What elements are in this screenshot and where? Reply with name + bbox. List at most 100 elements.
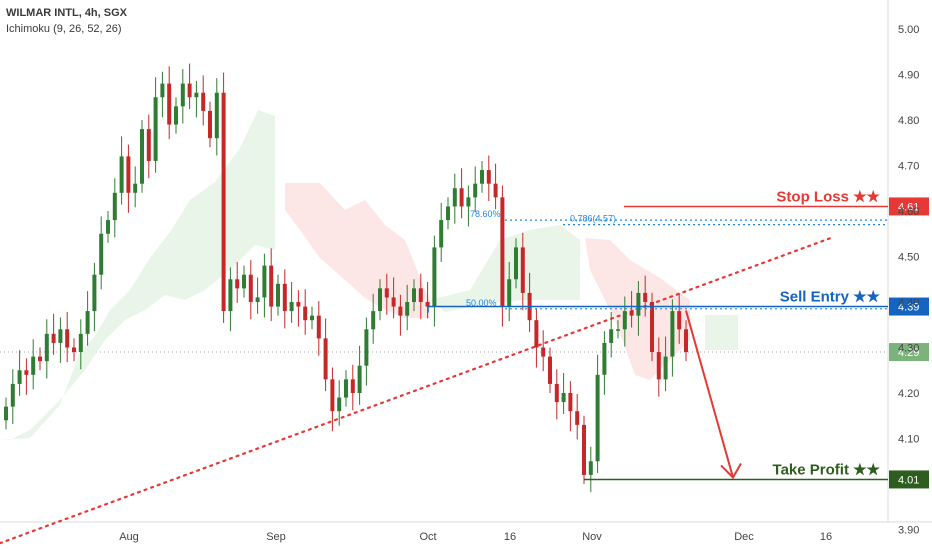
candle-body [289,302,294,312]
candle [541,330,546,372]
candle-body [575,411,580,425]
candle [65,312,70,363]
candle [323,318,328,392]
candle [561,372,566,414]
projection-arrow [685,310,734,478]
candle [72,338,76,362]
candle [650,292,654,362]
candle [446,197,450,230]
candle-body [344,379,348,398]
candle-body [119,156,124,193]
candle [4,397,8,430]
candle-body [684,329,688,353]
sell-entry-label: Sell Entry ★★ [780,289,881,306]
price-tick-label: 3.90 [898,525,919,537]
candle-body [337,397,342,412]
candle-body [255,297,260,302]
candle-body [140,129,144,184]
candle-body [214,92,219,139]
candle [228,267,233,332]
candle-body [303,306,308,321]
candle [466,185,471,227]
candle-body [398,306,403,316]
candle [432,235,437,327]
candle-body [378,288,382,312]
candle-body [51,333,56,343]
candle-body [582,424,586,475]
candle-body [602,342,607,375]
candle-body [473,183,478,198]
time-tick-label: Nov [582,531,602,543]
ascending-trendline [0,237,832,545]
candle [282,269,287,329]
candle [119,136,124,205]
candle [582,415,586,484]
candle [418,273,423,320]
candle-body [588,461,593,475]
candle-body [248,274,253,302]
candle-body [17,370,22,384]
candle-body [112,192,117,221]
candle-body [446,206,450,221]
candle [85,291,90,346]
candle-body [167,83,172,125]
trade-levels: 78.60% 0.786(4.57) 50.00% Stop Loss ★★ 4.61 S… [427,188,929,489]
cloud-bear-area [285,183,430,318]
candle-body [99,233,104,275]
candle-body [146,129,151,161]
indicator-legend[interactable]: Ichimoku (9, 26, 52, 26) [6,23,122,35]
candle-body [459,188,464,207]
candle [167,66,172,140]
candle-body [4,406,8,421]
time-tick-label: Aug [119,531,139,543]
candle [439,202,444,262]
candle-body [548,356,552,384]
candle-body [330,379,335,412]
candle [384,273,389,315]
candle-body [235,279,240,289]
candle [276,274,280,316]
candle [269,248,274,322]
candle [17,350,22,396]
candle-body [296,302,301,307]
candle-body [650,302,654,353]
candle [289,281,294,323]
candle-body [242,274,246,289]
candle [568,381,573,432]
candle [486,155,491,201]
candle-body [153,97,158,161]
time-tick-label: Sep [266,531,286,543]
fib-level-label: 50.00% [466,298,497,308]
candle-body [425,302,430,307]
candle-body [78,333,83,353]
time-axis: Aug Sep Oct 16 Nov Dec 16 [119,531,832,543]
candle-body [350,379,355,393]
candle [514,238,518,289]
last-price-badge [889,343,929,362]
candle [106,211,110,243]
price-tick-label: 4.30 [898,343,919,355]
candle [248,260,253,320]
candle [153,77,158,173]
candle [588,446,593,493]
candle [677,293,682,344]
candle [146,114,151,179]
stop-loss-label: Stop Loss ★★ [776,188,880,205]
candle-body [622,311,627,330]
candle [507,261,512,322]
candle [480,160,484,193]
ichimoku-cloud [2,110,738,440]
candle-body [595,374,600,462]
candle-body [500,197,505,307]
last-price-badge-value: 4.29 [898,347,919,359]
candle-body [38,356,42,362]
candle-body [643,292,648,302]
chart-grid [0,0,932,523]
candle [51,313,56,355]
candle [78,319,83,370]
candle [44,319,49,379]
stop-loss-badge [889,197,929,216]
candle [92,262,97,332]
candle [452,173,457,224]
